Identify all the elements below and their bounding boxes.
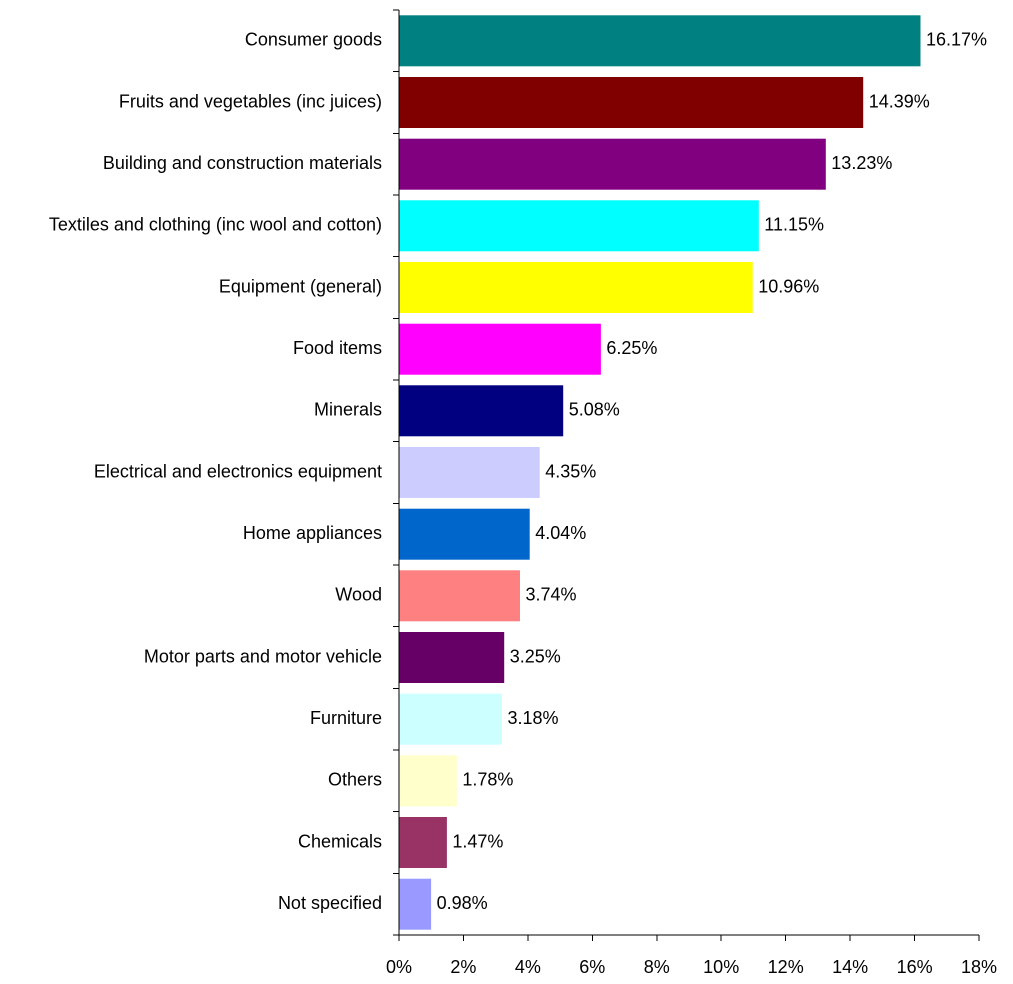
category-label: Wood [335,585,382,605]
data-label: 1.78% [462,770,513,790]
bar [399,138,826,190]
category-label: Chemicals [298,831,382,851]
data-label: 3.74% [526,585,577,605]
bar [399,447,540,498]
category-label: Home appliances [243,523,382,543]
x-tick-label: 4% [515,957,541,977]
data-label: 6.25% [606,338,657,358]
data-label: 14.39% [869,91,930,111]
bar [399,200,759,252]
bar [399,693,502,745]
data-label: 4.35% [545,461,596,481]
axes-layer [393,9,980,941]
category-label: Textiles and clothing (inc wool and cott… [49,215,382,235]
x-tick-label: 14% [832,957,868,977]
category-label: Consumer goods [245,30,382,50]
x-tick-label: 8% [644,957,670,977]
x-tick-label: 16% [897,957,933,977]
bar [399,262,753,313]
data-label: 11.15% [764,215,824,235]
category-label: Food items [293,338,382,358]
x-tick-label: 18% [961,957,997,977]
data-label: 16.17% [926,30,987,50]
category-label: Electrical and electronics equipment [94,461,382,481]
bar [399,77,864,128]
x-tick-label: 10% [703,957,739,977]
data-label: 5.08% [569,400,620,420]
bar [399,878,432,930]
data-label: 10.96% [758,276,819,296]
bar [399,508,530,560]
bar [399,15,921,67]
category-label: Building and construction materials [103,153,382,173]
bar [399,755,457,807]
x-tick-label: 6% [579,957,605,977]
bars-layer [399,15,921,930]
bar [399,385,564,437]
bar [399,817,447,868]
data-label: 3.25% [510,646,561,666]
category-label: Equipment (general) [219,276,382,296]
category-label: Not specified [278,893,382,913]
bar [399,323,601,375]
data-label: 0.98% [437,893,488,913]
category-label: Motor parts and motor vehicle [144,646,382,666]
x-tick-label: 2% [450,957,476,977]
bar [399,632,505,683]
labels-layer: Consumer goods 16.17% Fruits and vegetable… [49,30,997,977]
category-label: Minerals [314,400,382,420]
x-tick-label: 0% [386,957,412,977]
data-label: 1.47% [452,831,503,851]
data-label: 13.23% [831,153,892,173]
category-label: Furniture [310,708,382,728]
category-label: Others [328,770,382,790]
x-tick-label: 12% [768,957,804,977]
category-label: Fruits and vegetables (inc juices) [119,91,382,111]
data-label: 3.18% [508,708,559,728]
bar [399,570,520,622]
data-label: 4.04% [535,523,586,543]
